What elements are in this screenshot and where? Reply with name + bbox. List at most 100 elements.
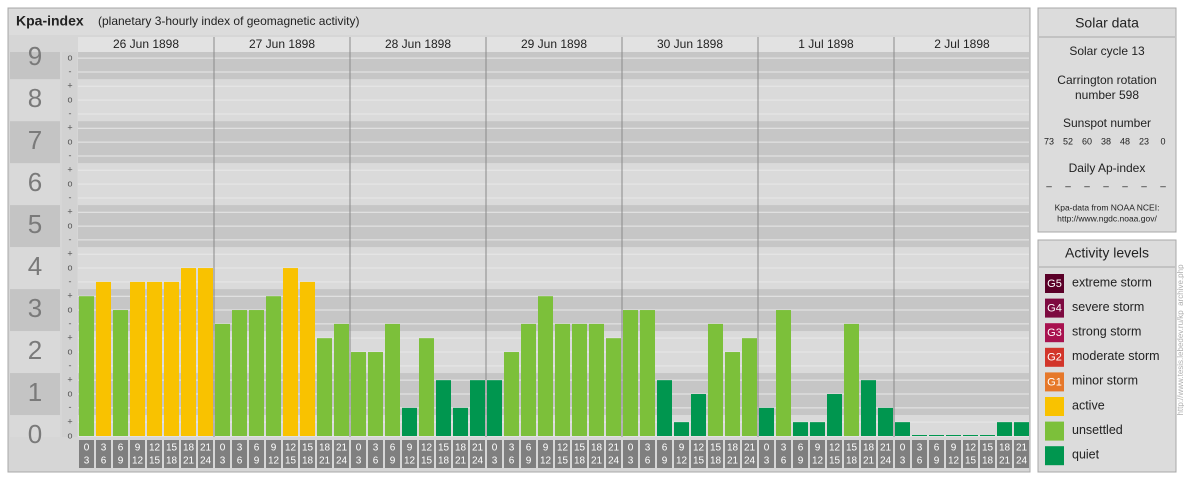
hour-label: 21 bbox=[183, 456, 195, 467]
hour-label: 21 bbox=[880, 443, 892, 454]
hour-label: 6 bbox=[373, 456, 379, 467]
hour-label: 15 bbox=[982, 443, 994, 454]
y-tick-label: 3 bbox=[28, 293, 42, 323]
bar bbox=[487, 380, 502, 436]
hour-box bbox=[419, 440, 434, 468]
legend-label: unsettled bbox=[1072, 423, 1123, 437]
y-tick-label: 5 bbox=[28, 209, 42, 239]
hour-label: 9 bbox=[407, 443, 413, 454]
hour-box bbox=[113, 440, 128, 468]
solar-panel bbox=[1037, 7, 1177, 233]
hour-box bbox=[198, 440, 213, 468]
hour-label: 9 bbox=[118, 456, 124, 467]
hour-label: 3 bbox=[492, 456, 498, 467]
bar bbox=[317, 338, 332, 436]
hour-box bbox=[929, 440, 944, 468]
bar bbox=[725, 352, 740, 436]
hour-label: 21 bbox=[472, 443, 484, 454]
sunspot-value: 73 bbox=[1044, 136, 1054, 146]
hour-box bbox=[623, 440, 638, 468]
hour-label: 9 bbox=[815, 443, 821, 454]
legend-swatch bbox=[1045, 397, 1064, 416]
bar bbox=[1014, 422, 1029, 436]
hour-label: 12 bbox=[149, 443, 161, 454]
hour-label: 15 bbox=[302, 443, 314, 454]
date-label: 27 Jun 1898 bbox=[249, 37, 315, 51]
bar bbox=[504, 352, 519, 436]
bar bbox=[351, 352, 366, 436]
hour-box bbox=[912, 440, 927, 468]
hour-box bbox=[402, 440, 417, 468]
ap-value: – bbox=[1122, 182, 1128, 193]
legend-label: active bbox=[1072, 398, 1105, 412]
panel-title: Solar data bbox=[1075, 15, 1139, 31]
bar bbox=[810, 422, 825, 436]
y-label-cell bbox=[10, 415, 60, 437]
hour-label: 21 bbox=[319, 456, 331, 467]
hour-label: 12 bbox=[132, 456, 144, 467]
bar bbox=[266, 296, 281, 436]
bar bbox=[946, 435, 961, 436]
minor-tick-label: + bbox=[67, 249, 72, 259]
minor-tick-label: - bbox=[69, 66, 72, 76]
hour-label: 0 bbox=[628, 443, 634, 454]
hour-label: 18 bbox=[166, 456, 178, 467]
hour-label: 6 bbox=[917, 456, 923, 467]
hour-label: 15 bbox=[557, 456, 569, 467]
hour-label: 12 bbox=[404, 456, 416, 467]
date-label: 30 Jun 1898 bbox=[657, 37, 723, 51]
legend-label: moderate storm bbox=[1072, 349, 1160, 363]
hour-label: 12 bbox=[676, 456, 688, 467]
legend-swatch bbox=[1045, 347, 1064, 367]
minor-column bbox=[62, 52, 77, 437]
sunspot-value: 52 bbox=[1063, 136, 1073, 146]
hour-label: 9 bbox=[951, 443, 957, 454]
hour-label: 6 bbox=[645, 456, 651, 467]
chart-title: Kpa-index bbox=[16, 13, 84, 29]
hour-label: 21 bbox=[336, 443, 348, 454]
date-label: 26 Jun 1898 bbox=[113, 37, 179, 51]
hour-box bbox=[555, 440, 570, 468]
bar bbox=[572, 323, 587, 436]
hour-label: 3 bbox=[509, 443, 515, 454]
hour-label: 18 bbox=[455, 443, 467, 454]
minor-tick-label: - bbox=[69, 150, 72, 160]
hour-label: 0 bbox=[220, 443, 226, 454]
hour-label: 9 bbox=[271, 443, 277, 454]
hour-label: 9 bbox=[662, 456, 668, 467]
minor-tick-label: o bbox=[67, 136, 72, 146]
hour-label: 24 bbox=[200, 456, 212, 467]
legend-badge: G1 bbox=[1047, 376, 1062, 388]
minor-tick-label: - bbox=[69, 192, 72, 202]
hour-box bbox=[946, 440, 961, 468]
hour-label: 3 bbox=[900, 456, 906, 467]
bar bbox=[912, 435, 927, 436]
source-note: http://www.ngdc.noaa.gov/ bbox=[1057, 213, 1157, 223]
hour-label: 18 bbox=[438, 456, 450, 467]
hour-box bbox=[997, 440, 1012, 468]
y-tick-label: 0 bbox=[28, 419, 42, 449]
hour-label: 3 bbox=[764, 456, 770, 467]
hour-label: 24 bbox=[472, 456, 484, 467]
watermark: http://www.tesis.lebedev.ru/kp_archive.p… bbox=[1176, 264, 1184, 416]
minor-tick-label: o bbox=[67, 53, 72, 63]
y-label-cell bbox=[10, 289, 60, 332]
bar bbox=[895, 422, 910, 436]
hour-label: 21 bbox=[863, 456, 875, 467]
legend-badge: G5 bbox=[1047, 278, 1062, 290]
hour-box bbox=[504, 440, 519, 468]
bar bbox=[929, 435, 944, 436]
hour-label: 15 bbox=[149, 456, 161, 467]
hour-box bbox=[572, 440, 587, 468]
legend-label: minor storm bbox=[1072, 374, 1138, 388]
y-tick-label: 6 bbox=[28, 167, 42, 197]
hour-label: 12 bbox=[812, 456, 824, 467]
hour-box bbox=[453, 440, 468, 468]
hour-label: 6 bbox=[526, 443, 532, 454]
minor-tick-label: - bbox=[69, 360, 72, 370]
hour-label: 12 bbox=[268, 456, 280, 467]
bar bbox=[96, 281, 111, 436]
hour-box bbox=[351, 440, 366, 468]
date-label: 1 Jul 1898 bbox=[798, 37, 854, 51]
date-label: 28 Jun 1898 bbox=[385, 37, 451, 51]
